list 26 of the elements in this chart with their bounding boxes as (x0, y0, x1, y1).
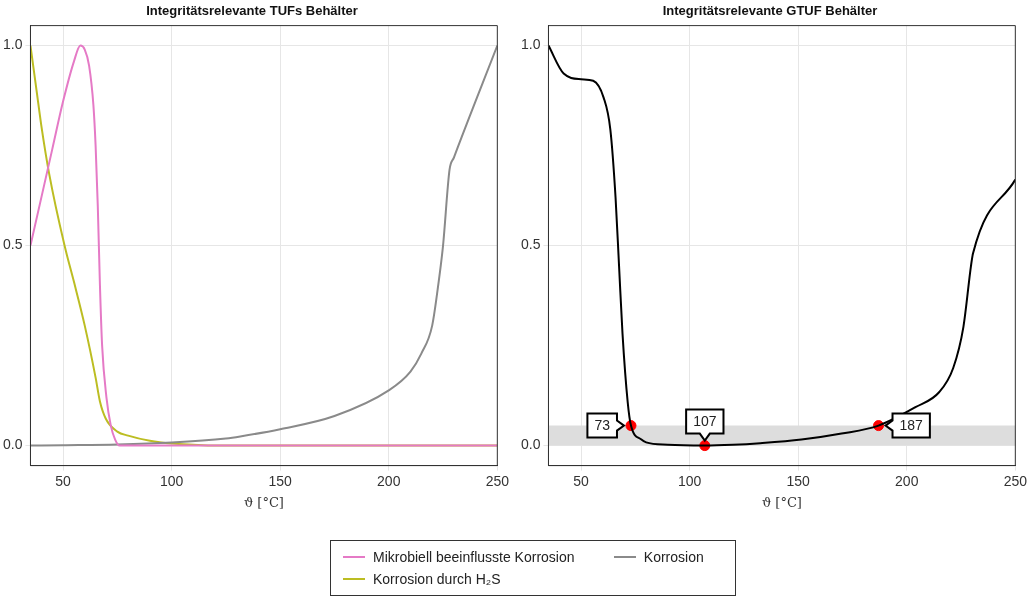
x-tick-label: 250 (485, 472, 510, 489)
y-tick-label: 0.5 (520, 236, 541, 253)
annotation: 187 (899, 417, 924, 434)
x-tick-label: 50 (573, 472, 590, 489)
x-tick-label: 150 (268, 472, 293, 489)
x-tick-label: 150 (786, 472, 811, 489)
legend-label: Korrosion (643, 549, 704, 565)
annotation: 73 (594, 417, 611, 434)
x-tick-label: 250 (1003, 472, 1028, 489)
y-tick-label: 0.0 (2, 436, 23, 453)
legend-label: Mikrobiell beeinflusste Korrosion (373, 549, 575, 565)
x-axis-title: ϑ [°C] (761, 494, 802, 510)
y-tick-label: 0.5 (2, 236, 23, 253)
chart-title: Integritätsrelevante TUFs Behälter (146, 3, 358, 19)
x-tick-label: 200 (895, 472, 919, 489)
y-tick-label: 0.0 (520, 436, 541, 453)
legend-label: Korrosion durch H₂S (373, 571, 501, 587)
y-tick-label: 1.0 (520, 36, 541, 53)
x-tick-label: 200 (377, 472, 401, 489)
x-tick-label: 50 (55, 472, 72, 489)
y-tick-label: 1.0 (2, 36, 23, 53)
x-tick-label: 100 (159, 472, 184, 489)
chart-title: Integritätsrelevante GTUF Behälter (662, 3, 878, 19)
annotation: 107 (693, 413, 717, 430)
x-axis-title: ϑ [°C] (243, 494, 284, 510)
x-tick-label: 100 (677, 472, 702, 489)
